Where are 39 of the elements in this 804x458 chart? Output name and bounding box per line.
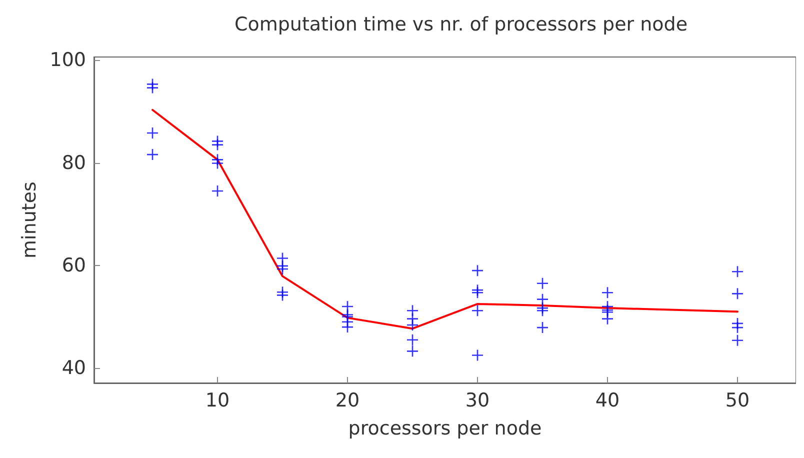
y-tick-label: 60 — [62, 254, 86, 276]
point — [536, 304, 549, 317]
point — [406, 345, 419, 358]
point — [731, 288, 744, 300]
point — [731, 334, 744, 347]
y-tick-label: 40 — [62, 357, 86, 380]
point — [471, 264, 484, 277]
point — [601, 312, 614, 325]
point — [731, 321, 744, 334]
y-axis-title: minutes — [18, 182, 40, 258]
y-tick-label: 80 — [62, 152, 86, 174]
point — [146, 148, 159, 161]
point — [146, 82, 159, 94]
point — [146, 126, 159, 140]
point — [601, 286, 614, 299]
point — [536, 293, 549, 306]
point — [536, 321, 549, 334]
point — [341, 320, 354, 334]
x-tick-label: 10 — [205, 390, 230, 412]
point — [406, 334, 419, 346]
point — [731, 265, 744, 278]
x-tick-label: 40 — [595, 390, 620, 412]
y-tick-label: 100 — [50, 49, 86, 72]
point — [471, 349, 484, 362]
point — [471, 286, 484, 299]
point — [276, 289, 289, 302]
point — [406, 318, 419, 332]
x-tick-label: 30 — [465, 390, 490, 412]
point — [536, 277, 549, 290]
line-series — [152, 108, 738, 330]
x-tick-label: 50 — [725, 390, 750, 412]
x-axis-title: processors per node — [348, 418, 542, 440]
chart-title: Computation time vs nr. of processors per node — [234, 14, 688, 36]
point — [211, 184, 224, 198]
point — [211, 138, 224, 151]
point — [471, 304, 484, 317]
x-tick-label: 20 — [335, 390, 360, 412]
point — [276, 262, 289, 276]
point — [211, 157, 224, 170]
